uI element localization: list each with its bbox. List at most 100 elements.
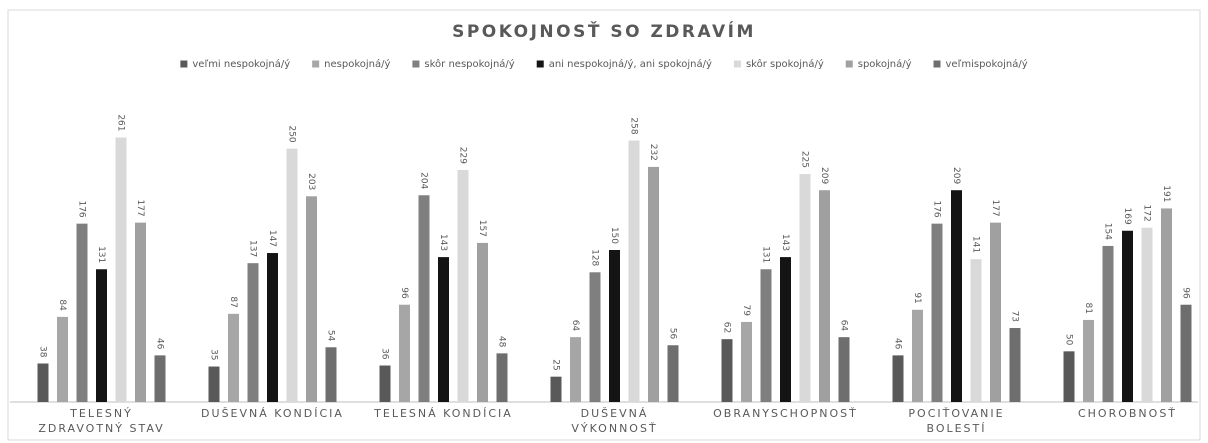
value-label: 203	[306, 173, 316, 190]
bar	[951, 190, 962, 402]
value-label: 79	[741, 304, 751, 316]
bar	[912, 309, 923, 402]
bar	[306, 196, 317, 402]
legend-swatch	[733, 60, 741, 68]
bar	[1180, 304, 1192, 402]
bar	[570, 337, 581, 402]
value-label: 191	[1161, 185, 1171, 202]
legend-label: veľmi nespokojná/ý	[192, 58, 290, 70]
legend-label: veľmispokojná/ý	[946, 58, 1028, 70]
value-label: 46	[893, 338, 903, 350]
value-label: 48	[497, 336, 507, 348]
bar	[931, 223, 943, 402]
value-label: 229	[458, 147, 468, 164]
bar	[135, 222, 146, 402]
bar	[970, 259, 982, 402]
bar	[208, 366, 220, 402]
bar	[628, 140, 640, 402]
bar	[228, 313, 239, 402]
bar	[457, 169, 469, 402]
value-label: 225	[800, 151, 810, 168]
x-tick-label: OBRANYSCHOPNOSŤ	[713, 407, 858, 420]
x-tick-label: POCIŤOVANIE BOLESTÍ	[908, 407, 1005, 435]
value-label: 46	[155, 338, 165, 350]
bar	[96, 269, 107, 402]
value-label: 62	[722, 322, 732, 333]
bar	[609, 250, 620, 402]
bar	[267, 253, 278, 402]
chart-frame	[7, 9, 1201, 441]
value-label: 261	[116, 114, 126, 131]
legend-swatch	[845, 60, 853, 68]
bar	[418, 195, 430, 402]
value-label: 87	[228, 296, 238, 307]
value-label: 81	[1083, 302, 1093, 313]
value-label: 91	[912, 292, 922, 303]
bar	[1102, 245, 1114, 402]
legend-label: spokojná/ý	[858, 58, 912, 70]
value-label: 143	[438, 234, 448, 251]
bar	[1009, 328, 1021, 402]
bar	[496, 353, 508, 402]
bar	[154, 355, 166, 402]
bar	[1161, 208, 1172, 402]
value-label: 64	[570, 320, 580, 332]
legend-swatch	[312, 60, 320, 68]
bar	[477, 242, 488, 402]
bar	[550, 376, 562, 402]
x-tick-label: DUŠEVNÁ VÝKONNOSŤ	[571, 407, 658, 435]
bar	[667, 345, 679, 402]
value-label: 64	[839, 320, 849, 332]
value-label: 128	[590, 249, 600, 266]
bar	[399, 304, 410, 402]
legend-swatch	[536, 60, 544, 68]
value-label: 36	[380, 348, 390, 360]
bar	[648, 166, 659, 402]
x-tick-label: TELESNÁ KONDÍCIA	[374, 407, 513, 420]
value-label: 177	[135, 199, 145, 216]
value-label: 54	[326, 330, 336, 342]
value-label: 96	[1181, 287, 1191, 299]
value-label: 150	[609, 227, 619, 244]
bar	[1141, 227, 1153, 402]
bar	[37, 363, 49, 402]
value-label: 176	[932, 200, 942, 217]
bar	[799, 174, 811, 402]
legend-swatch	[933, 60, 941, 68]
bar	[892, 355, 904, 402]
x-tick-label: TELESNÝ ZDRAVOTNÝ STAV	[38, 407, 165, 435]
value-label: 209	[951, 167, 961, 184]
chart-title: SPOKOJNOSŤ SO ZDRAVÍM	[452, 20, 756, 42]
value-label: 204	[419, 172, 429, 189]
value-label: 147	[267, 230, 277, 247]
value-label: 209	[819, 167, 829, 184]
value-label: 177	[990, 199, 1000, 216]
value-label: 172	[1142, 205, 1152, 222]
value-label: 258	[629, 117, 639, 134]
value-label: 84	[57, 299, 67, 311]
legend-label: skôr spokojná/ý	[746, 58, 824, 70]
bar	[115, 137, 127, 402]
value-label: 25	[551, 359, 561, 370]
x-tick-label: DUŠEVNÁ KONDÍCIA	[201, 407, 344, 420]
value-label: 141	[971, 236, 981, 253]
value-label: 169	[1122, 208, 1132, 225]
value-label: 56	[668, 328, 678, 340]
value-label: 143	[780, 234, 790, 251]
bar	[760, 269, 772, 402]
bar	[819, 190, 830, 402]
bar	[438, 257, 449, 402]
legend-swatch	[180, 60, 188, 68]
x-tick-label: CHOROBNOSŤ	[1077, 407, 1178, 420]
bar	[589, 272, 601, 402]
value-label: 73	[1010, 311, 1020, 322]
value-label: 137	[248, 240, 258, 257]
legend-label: skôr nespokojná/ý	[424, 58, 514, 70]
value-label: 35	[209, 349, 219, 360]
bar	[1083, 319, 1094, 402]
value-label: 131	[761, 246, 771, 263]
value-label: 131	[96, 246, 106, 263]
bar	[57, 316, 68, 402]
bar	[286, 148, 298, 402]
